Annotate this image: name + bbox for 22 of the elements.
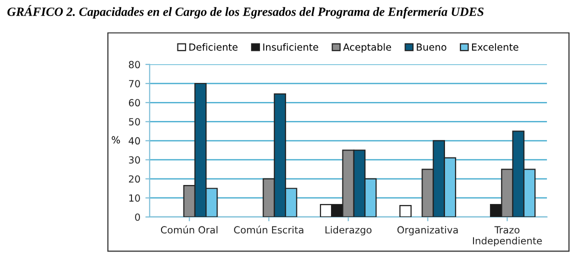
x-tick-label: Liderazgo [326, 226, 372, 236]
legend-label: Bueno [416, 44, 446, 51]
x-tick-label: Organizativa [397, 226, 458, 236]
x-tick-label: Común Oral [160, 226, 218, 234]
bar [399, 204, 412, 217]
y-tick-label: 70 [129, 80, 140, 88]
y-tick-label: 20 [128, 175, 140, 183]
chart-title: GRÁFICO 2. Capacidades en el Cargo de los Egresados del Programa de Enfermería UDES [7, 5, 484, 19]
legend-label: Excelente [472, 43, 518, 51]
legend-label: Deficiente [189, 43, 238, 51]
y-axis-title: % [112, 136, 120, 144]
y-tick-label: 30 [128, 156, 140, 164]
x-tick-label: Común Escrita [234, 226, 304, 234]
y-tick-label: 60 [128, 99, 140, 106]
legend-label: Insuficiente [263, 43, 318, 51]
y-tick-label: 40 [128, 137, 140, 145]
legend-label: Aceptable [343, 43, 392, 53]
y-tick-label: 80 [128, 60, 140, 68]
x-tick-label: Trazo Independiente [473, 226, 542, 246]
y-tick-label: 10 [129, 194, 140, 202]
y-tick-label: 0 [135, 213, 140, 221]
y-tick-label: 50 [128, 118, 140, 126]
